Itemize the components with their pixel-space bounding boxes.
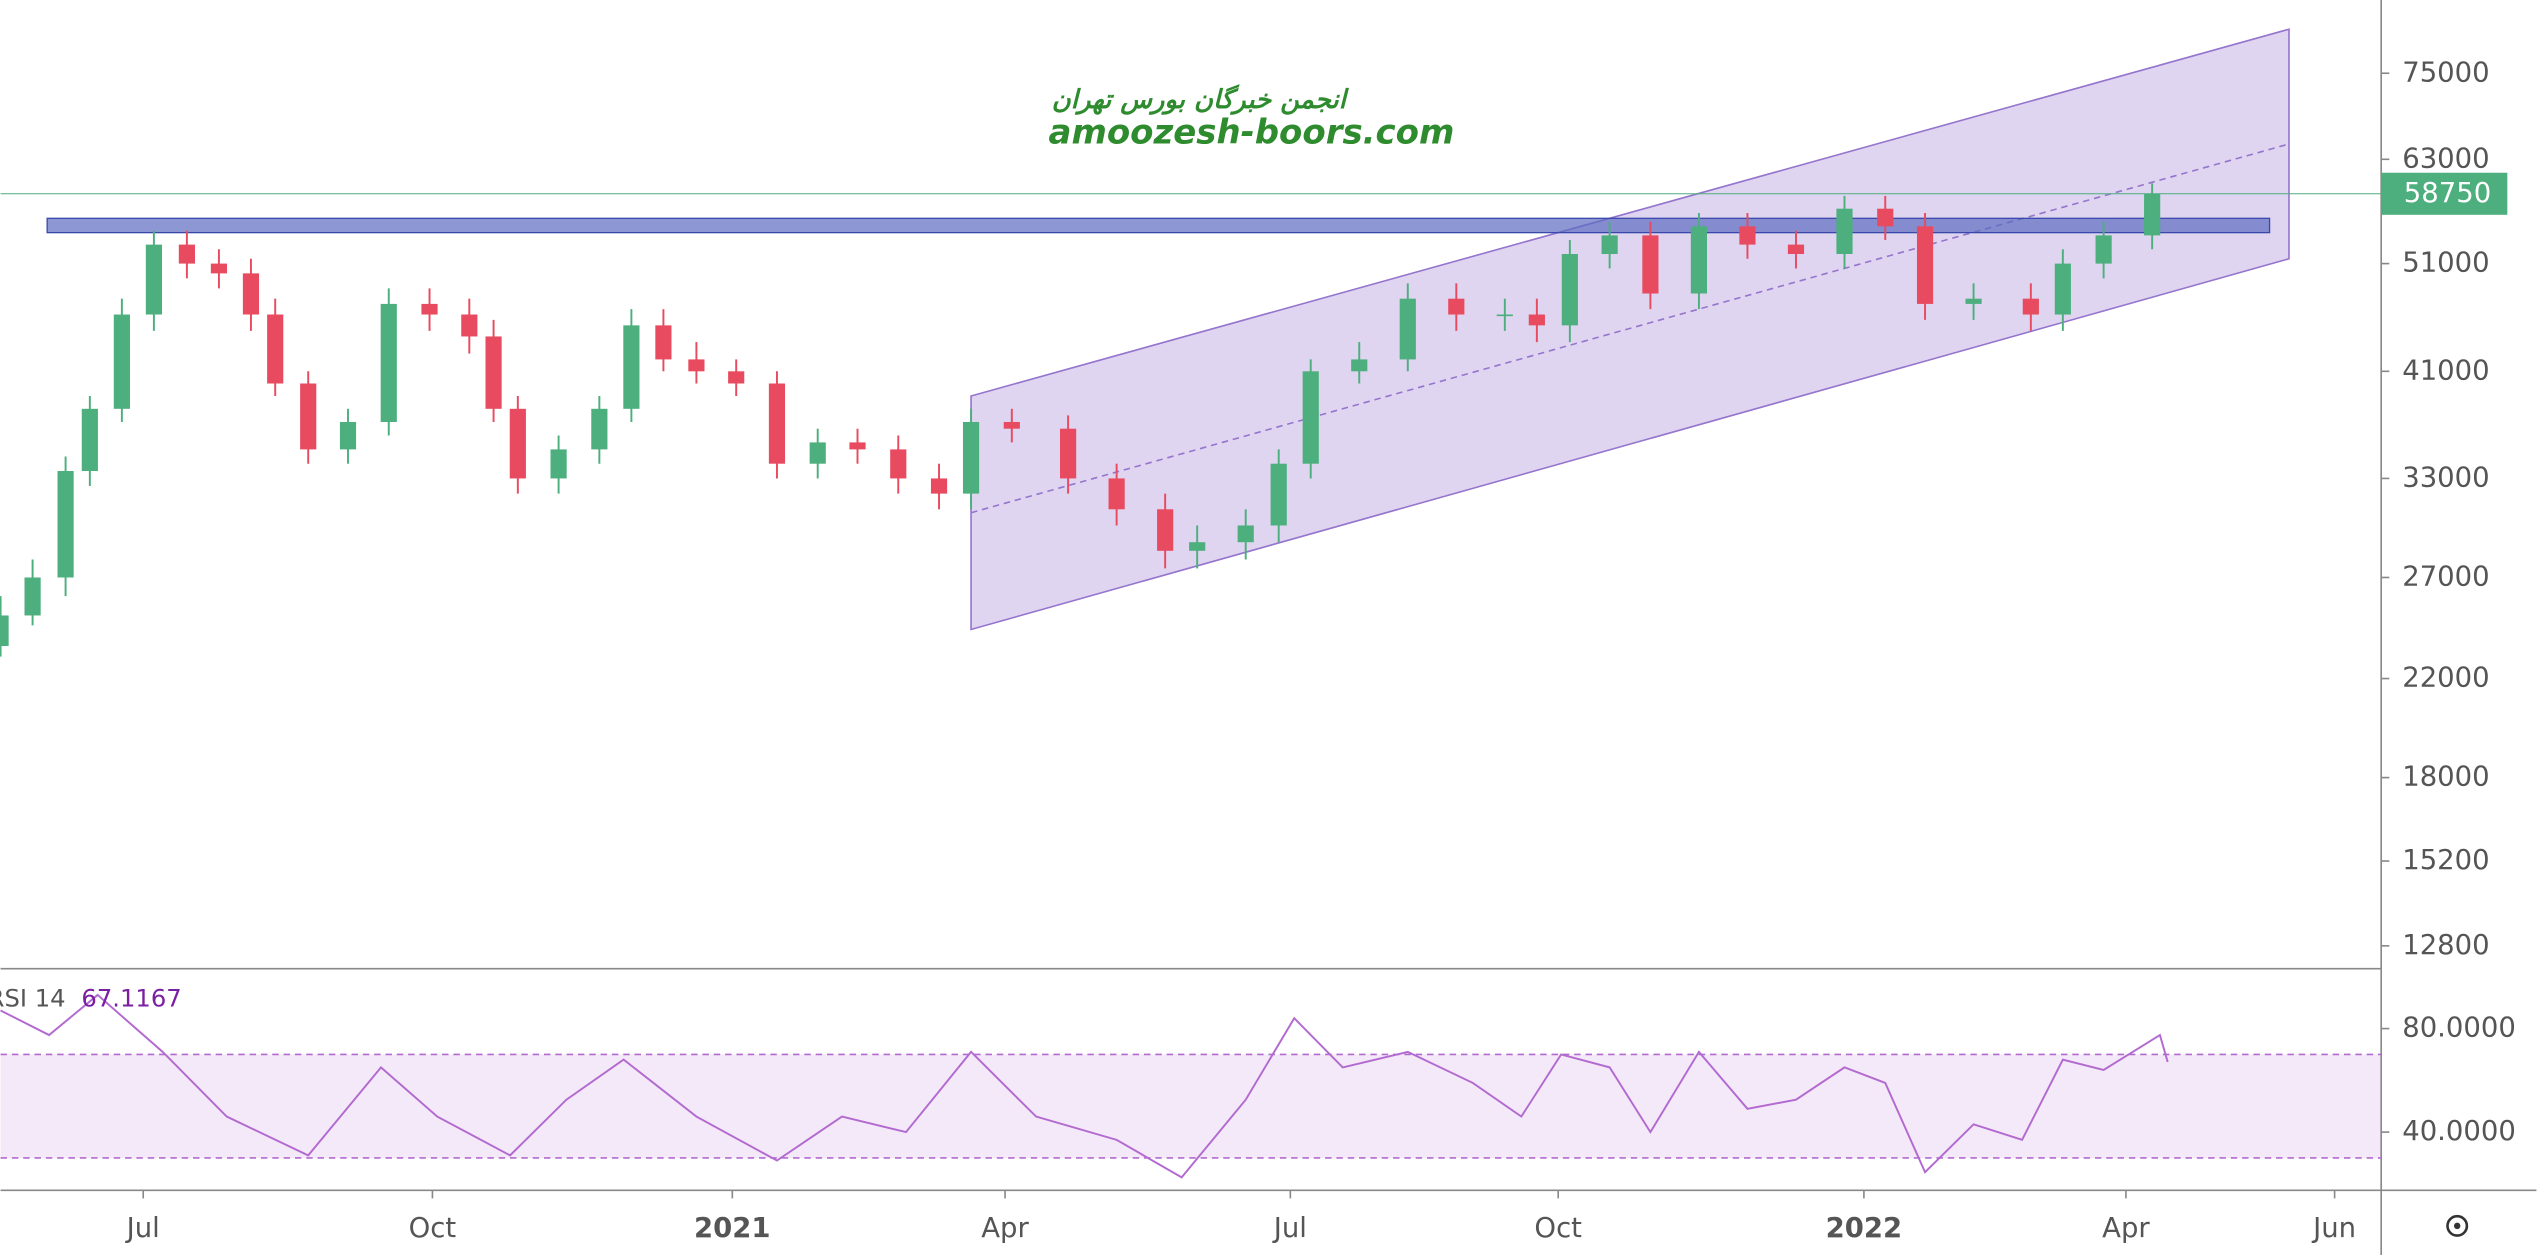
candle-body (728, 371, 745, 384)
x-tick-label: Jun (2311, 1212, 2356, 1244)
gear-center[interactable] (2453, 1222, 2461, 1230)
y-tick-label: 41000 (2402, 354, 2489, 386)
y-tick-label: 18000 (2402, 761, 2489, 793)
resistance-zone (46, 217, 2271, 234)
candle-body (655, 325, 672, 360)
y-tick-label: 63000 (2402, 142, 2489, 174)
candle-body (2095, 235, 2112, 264)
candle-body (591, 408, 608, 450)
candle-body (1496, 314, 1513, 317)
x-tick-label: 2021 (694, 1212, 771, 1244)
candle-body (81, 408, 98, 472)
candle-body (380, 303, 397, 422)
watermark-url: amoozesh-boors.com (1049, 113, 1455, 153)
candle-body (267, 314, 284, 384)
last-price-box (2381, 172, 2508, 215)
candle-body (1877, 208, 1894, 227)
x-tick-label: Jul (1272, 1212, 1307, 1244)
candle-body (809, 442, 826, 464)
candle-body (339, 421, 357, 450)
y-tick-label: 15200 (2402, 844, 2489, 876)
candle-body (24, 577, 41, 616)
y-tick-label: 51000 (2402, 247, 2489, 279)
candle-body (1836, 208, 1853, 255)
candle-body (421, 303, 438, 315)
y-tick-label: 22000 (2402, 662, 2489, 694)
candle-body (768, 383, 786, 464)
candle-body (57, 471, 74, 578)
candle-body (485, 336, 502, 409)
y-tick-label: 12800 (2402, 929, 2489, 961)
candle-body (300, 383, 317, 450)
candle-body (2144, 193, 2161, 236)
candle-body (1351, 359, 1368, 372)
x-tick-label: Oct (409, 1212, 457, 1244)
candle-body (2054, 263, 2071, 315)
channel-midline (970, 143, 2290, 514)
candle-body (1561, 254, 1578, 326)
rsi-band (0, 1054, 2382, 1158)
candle-body (1189, 542, 1206, 551)
candle-body (1739, 226, 1756, 245)
gear[interactable] (2446, 1214, 2469, 1237)
rsi-title: RSI 14 (0, 983, 66, 1012)
candle-body (550, 449, 567, 479)
watermark-title: انجمن خبرگان بورس تهران (1052, 84, 1350, 115)
candle-body (890, 449, 907, 479)
candle-body (962, 421, 980, 494)
candle-body (1003, 421, 1020, 429)
x-tick-label: Oct (1534, 1212, 1582, 1244)
x-tick-label: Apr (2102, 1212, 2150, 1244)
candle-body (113, 314, 130, 409)
candle-body (1528, 314, 1545, 326)
settings-icon[interactable] (2446, 1214, 2469, 1237)
y-tick-label: 27000 (2402, 560, 2489, 592)
candle-body (1916, 226, 1934, 304)
candle-body (1270, 463, 1287, 526)
x-tick-label: Jul (125, 1212, 160, 1244)
candle-body (1690, 226, 1708, 294)
candle-body (1399, 298, 1416, 360)
candle-body (1108, 478, 1125, 510)
trend-channel (970, 28, 2290, 631)
rsi-line (0, 993, 2169, 1179)
candle-body (1601, 235, 1618, 255)
x-tick-label: Apr (981, 1212, 1029, 1244)
y-tick-label: 80.0000 (2402, 1012, 2516, 1044)
candle-body (1060, 428, 1077, 479)
candle-body (1642, 235, 1659, 294)
candle-body (145, 244, 162, 315)
last-price-label: 58750 (2404, 177, 2491, 209)
y-tick-label: 75000 (2402, 56, 2489, 88)
candle-body (242, 273, 260, 315)
candle-body (930, 478, 948, 494)
candle-body (1157, 509, 1174, 551)
candle-body (623, 325, 640, 409)
candle-body (1302, 371, 1319, 464)
candle-body (2022, 298, 2039, 315)
candle-body (461, 314, 478, 337)
candle-body (0, 615, 9, 646)
candle-body (1448, 298, 1465, 315)
candle-body (210, 263, 228, 274)
candle-body (1965, 298, 1982, 304)
candle-body (509, 408, 526, 479)
candle-body (1237, 525, 1254, 543)
candle-body (1787, 244, 1805, 255)
y-tick-label: 33000 (2402, 461, 2489, 493)
candle-body (849, 442, 866, 450)
y-tick-label: 40.0000 (2402, 1115, 2516, 1147)
candle-body (688, 359, 705, 372)
candle-body (178, 244, 195, 264)
rsi-value: 67.1167 (81, 983, 181, 1012)
x-tick-label: 2022 (1826, 1212, 1903, 1244)
